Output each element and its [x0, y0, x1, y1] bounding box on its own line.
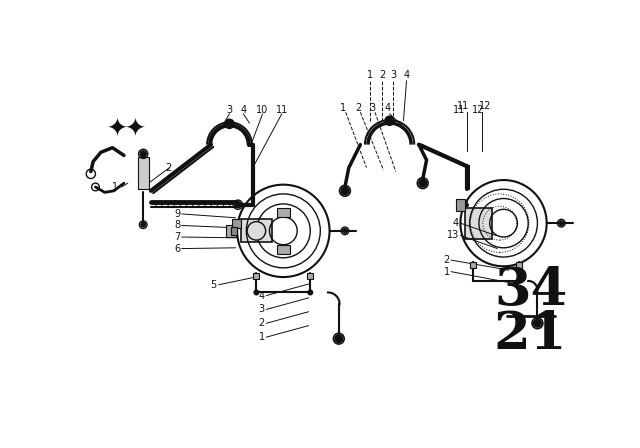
Circle shape [308, 290, 312, 295]
Text: 1: 1 [444, 267, 450, 277]
Text: 1: 1 [340, 103, 346, 112]
Circle shape [559, 221, 564, 225]
Bar [225, 225, 236, 237]
Circle shape [534, 319, 541, 327]
Text: 2: 2 [444, 255, 450, 265]
Bar [232, 219, 241, 228]
Text: 4: 4 [385, 103, 391, 112]
Bar [138, 157, 148, 189]
Bar [456, 198, 465, 211]
Text: 11: 11 [452, 105, 465, 115]
Bar [307, 273, 314, 280]
Circle shape [335, 335, 342, 343]
Text: 8: 8 [174, 220, 180, 230]
Text: 4: 4 [240, 105, 246, 115]
Text: 5: 5 [210, 280, 216, 290]
Bar [465, 208, 492, 238]
Text: 2: 2 [259, 318, 265, 328]
Text: 3: 3 [390, 70, 397, 80]
Text: 4: 4 [259, 291, 265, 301]
Circle shape [141, 222, 145, 227]
Text: 1: 1 [259, 332, 265, 342]
Text: 13: 13 [447, 230, 459, 241]
Bar [253, 273, 259, 280]
Circle shape [254, 290, 259, 295]
Text: ✦: ✦ [108, 117, 128, 141]
Text: 3: 3 [227, 105, 232, 115]
Text: 4: 4 [403, 70, 410, 80]
Text: 21: 21 [494, 309, 567, 360]
Circle shape [419, 179, 427, 187]
Text: 12: 12 [472, 105, 484, 115]
Text: 1: 1 [113, 182, 118, 192]
Text: 9: 9 [174, 209, 180, 219]
Text: 1: 1 [367, 70, 373, 80]
Bar [241, 220, 272, 242]
Text: 2: 2 [379, 70, 385, 80]
Bar [277, 245, 289, 254]
Text: 11: 11 [458, 101, 470, 111]
Circle shape [385, 116, 394, 125]
Text: 11: 11 [276, 105, 288, 115]
Text: 34: 34 [494, 265, 567, 315]
Text: 2: 2 [164, 163, 171, 173]
Text: 2: 2 [356, 103, 362, 112]
Circle shape [225, 119, 234, 129]
Text: 3: 3 [259, 304, 265, 314]
Text: ✦: ✦ [125, 117, 146, 141]
Circle shape [247, 222, 266, 240]
Text: 3: 3 [369, 103, 376, 112]
Bar [277, 208, 289, 217]
Bar [516, 262, 522, 268]
Text: 7: 7 [174, 232, 180, 242]
Text: 6: 6 [174, 244, 180, 254]
Circle shape [342, 228, 348, 233]
Circle shape [235, 202, 241, 208]
Bar [231, 227, 237, 235]
Circle shape [140, 151, 147, 157]
Bar [470, 262, 476, 268]
Text: 4: 4 [452, 218, 459, 228]
Circle shape [341, 187, 349, 195]
Text: 12: 12 [479, 101, 492, 111]
Text: 10: 10 [257, 105, 269, 115]
